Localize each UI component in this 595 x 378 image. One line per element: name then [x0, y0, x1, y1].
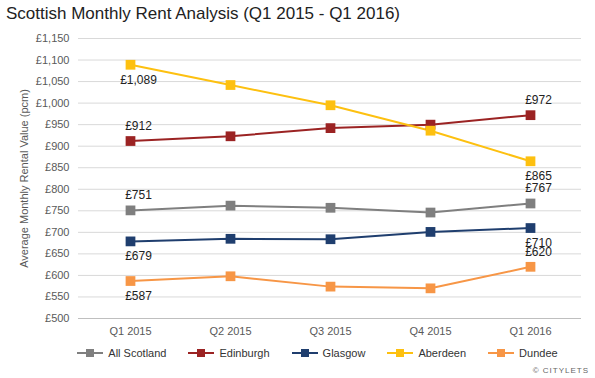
html-text:Scottish Monthly Rent Analysis: Scottish Monthly Rent Analysis (Q1 2015 …	[6, 4, 400, 23]
svg-text:£600: £600	[45, 269, 69, 281]
svg-text:Q1 2016: Q1 2016	[509, 325, 551, 337]
svg-text:Q1 2015: Q1 2015	[109, 325, 151, 337]
svg-text:£1,089: £1,089	[120, 73, 157, 87]
svg-text:£912: £912	[125, 119, 152, 133]
svg-text:£900: £900	[45, 140, 69, 152]
svg-text:£972: £972	[525, 93, 552, 107]
svg-text:Q4 2015: Q4 2015	[409, 325, 451, 337]
svg-text:£800: £800	[45, 183, 69, 195]
html-text:Glasgow: Glasgow	[322, 347, 366, 359]
svg-text:£587: £587	[125, 289, 152, 303]
svg-text:£1,000: £1,000	[36, 97, 70, 109]
html-text:© CITYLETS: © CITYLETS	[532, 366, 589, 375]
svg-text:£950: £950	[45, 118, 69, 130]
html-text:Aberdeen: Aberdeen	[418, 347, 467, 359]
svg-text:Q2 2015: Q2 2015	[209, 325, 251, 337]
svg-text:£865: £865	[525, 169, 552, 183]
svg-text:Average Monthly Rental Value (: Average Monthly Rental Value (pcm)	[18, 89, 30, 268]
svg-text:£620: £620	[525, 244, 552, 259]
html-text:All Scotland: All Scotland	[108, 347, 167, 359]
svg-text:£710: £710	[525, 236, 552, 250]
html-text:Dundee: Dundee	[519, 347, 558, 359]
svg-text:£679: £679	[125, 249, 152, 263]
svg-text:£1,100: £1,100	[36, 54, 70, 66]
svg-text:£550: £550	[45, 290, 69, 302]
svg-text:£500: £500	[45, 312, 69, 324]
html-text:Edinburgh: Edinburgh	[219, 347, 270, 359]
svg-text:£767: £767	[525, 181, 552, 195]
svg-text:£700: £700	[45, 226, 69, 238]
svg-text:Q3 2015: Q3 2015	[309, 325, 351, 337]
svg-text:£751: £751	[125, 188, 152, 202]
svg-text:£650: £650	[45, 247, 69, 259]
svg-text:£750: £750	[45, 204, 69, 216]
svg-text:£1,050: £1,050	[36, 75, 70, 87]
svg-text:£1,150: £1,150	[36, 32, 70, 44]
svg-text:£850: £850	[45, 161, 69, 173]
